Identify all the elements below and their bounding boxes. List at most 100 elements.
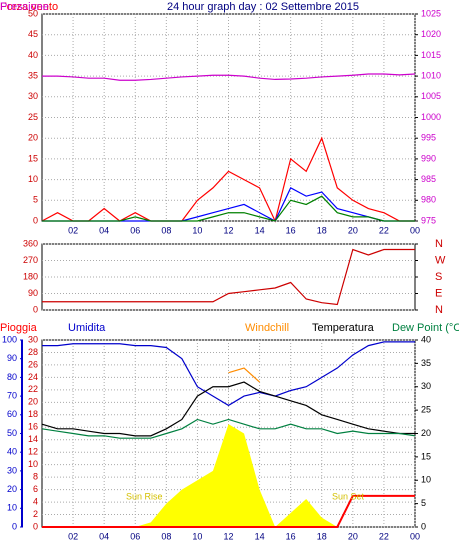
line [42, 494, 415, 528]
line [42, 195, 415, 222]
x-tick-label: 02 [68, 531, 78, 541]
x-tick-label: 04 [99, 225, 109, 235]
x-tick-label: 08 [161, 225, 171, 235]
chart-title: 24 hour graph day : 02 Settembre 2015 [167, 1, 359, 13]
legend-entry: Pressione [0, 1, 49, 13]
y-tick-label: 26 [28, 359, 38, 369]
x-tick-label: 20 [348, 531, 358, 541]
x-tick-label: 10 [192, 531, 202, 541]
y3-tick-label: 30 [7, 465, 17, 475]
x-tick-label: 06 [130, 225, 140, 235]
y-tick-label: 22 [28, 384, 38, 394]
y-tick-label: 18 [28, 409, 38, 419]
line [228, 367, 260, 383]
y2-tick-label: 1015 [421, 50, 441, 60]
y2-tick-label: 0 [421, 521, 426, 531]
y-tick-label: 10 [28, 459, 38, 469]
x-tick-label: 06 [130, 531, 140, 541]
y-tick-label: 28 [28, 347, 38, 357]
x-tick-label: 16 [286, 531, 296, 541]
y-tick-label: 6 [33, 484, 38, 494]
direction-label: E [435, 287, 442, 299]
y2-tick-label: 10 [421, 475, 431, 485]
y-tick-label: 90 [28, 288, 38, 298]
y3-tick-label: 40 [7, 447, 17, 457]
x-tick-label: 18 [317, 225, 327, 235]
y-tick-label: 24 [28, 372, 38, 382]
x-tick-label: 08 [161, 531, 171, 541]
y3-tick-label: 90 [7, 353, 17, 363]
legend-entry: Pioggia [0, 322, 38, 334]
legend-entry: Forza vento [0, 1, 58, 13]
y-tick-label: 30 [28, 334, 38, 344]
y-tick-label: 8 [33, 472, 38, 482]
x-tick-label: 16 [286, 225, 296, 235]
x-tick-label: 12 [223, 225, 233, 235]
legend-entry: Dew Point (°C [392, 322, 459, 334]
line [41, 381, 415, 437]
y3-tick-label: 20 [7, 484, 17, 494]
y-tick-label: 360 [23, 238, 38, 248]
y3-tick-label: 0 [12, 521, 17, 531]
x-tick-label: 14 [255, 531, 265, 541]
line [42, 341, 415, 407]
x-tick-label: 22 [379, 225, 389, 235]
direction-label: N [435, 238, 443, 250]
x-tick-label: 00 [410, 225, 420, 235]
x-tick-label: 22 [379, 531, 389, 541]
direction-label: W [435, 254, 446, 266]
line [42, 248, 415, 306]
line [41, 136, 415, 223]
line [42, 73, 416, 81]
y2-tick-label: 1005 [421, 91, 441, 101]
y3-tick-label: 60 [7, 409, 17, 419]
y-tick-label: 2 [33, 509, 38, 519]
y2-tick-label: 975 [421, 215, 436, 225]
x-tick-label: 10 [192, 225, 202, 235]
x-tick-label: 14 [255, 225, 265, 235]
y2-tick-label: 35 [421, 358, 431, 368]
y3-tick-label: 80 [7, 372, 17, 382]
y2-tick-label: 25 [421, 405, 431, 415]
y-tick-label: 10 [28, 174, 38, 184]
y-tick-label: 0 [33, 521, 38, 531]
y-tick-label: 14 [28, 434, 38, 444]
legend-entry: Umidita [68, 322, 106, 334]
x-tick-label: 04 [99, 531, 109, 541]
y2-tick-label: 1025 [421, 8, 441, 18]
y2-tick-label: 20 [421, 428, 431, 438]
y-tick-label: 50 [28, 8, 38, 18]
x-tick-label: 02 [68, 225, 78, 235]
y2-tick-label: 40 [421, 334, 431, 344]
y2-tick-label: 1000 [421, 112, 441, 122]
y3-tick-label: 50 [7, 428, 17, 438]
line [41, 418, 416, 439]
y3-tick-label: 10 [7, 503, 17, 513]
y-tick-label: 45 [28, 29, 38, 39]
y2-tick-label: 1010 [421, 70, 441, 80]
annotation: Sun Rise [126, 491, 163, 501]
y2-tick-label: 30 [421, 381, 431, 391]
area [42, 424, 415, 527]
x-tick-label: 18 [317, 531, 327, 541]
y3-tick-label: 70 [7, 390, 17, 400]
y-tick-label: 35 [28, 70, 38, 80]
y2-tick-label: 990 [421, 153, 436, 163]
y-tick-label: 16 [28, 422, 38, 432]
y2-tick-label: 985 [421, 174, 436, 184]
y2-tick-label: 995 [421, 133, 436, 143]
legend-entry: Temperatura [312, 322, 375, 334]
y-tick-label: 270 [23, 255, 38, 265]
y2-tick-label: 980 [421, 195, 436, 205]
y-tick-label: 180 [23, 271, 38, 281]
y-tick-label: 20 [28, 397, 38, 407]
y2-tick-label: 1020 [421, 29, 441, 39]
y2-tick-label: 5 [421, 498, 426, 508]
x-tick-label: 12 [223, 531, 233, 541]
direction-label: S [435, 271, 442, 283]
y-tick-label: 5 [33, 195, 38, 205]
x-tick-label: 20 [348, 225, 358, 235]
y-tick-label: 40 [28, 50, 38, 60]
y-tick-label: 0 [33, 304, 38, 314]
